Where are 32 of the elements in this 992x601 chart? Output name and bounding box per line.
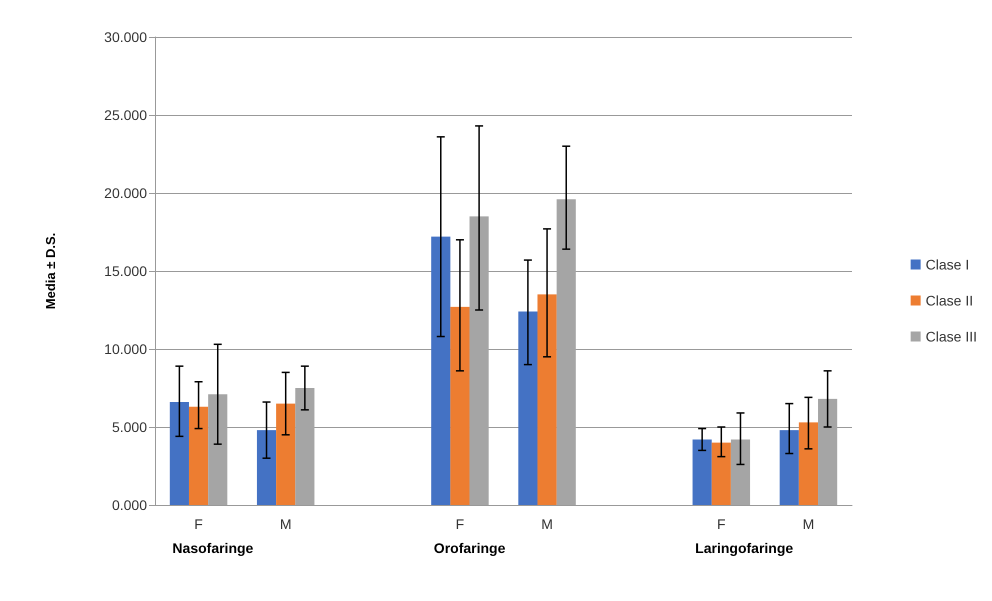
x-tick-label: M (280, 516, 292, 532)
y-tick-label: 15.000 (104, 263, 148, 279)
bar (276, 404, 296, 505)
y-tick-label: 0.000 (112, 497, 148, 513)
y-tick-label: 20.000 (104, 185, 148, 201)
bar (256, 430, 276, 505)
bar (518, 312, 538, 505)
bar (188, 406, 208, 505)
bar (798, 422, 818, 505)
bar (712, 442, 731, 505)
text: Nasofaringe (172, 540, 254, 556)
x-tick-label: M (802, 516, 814, 532)
x-tick-label: F (717, 516, 726, 532)
x-tick-label: M (541, 516, 553, 532)
bar (450, 306, 470, 505)
bar (537, 294, 557, 505)
text: Laringofaringe (695, 540, 794, 556)
bar (170, 402, 189, 505)
x-tick-label: F (194, 516, 203, 532)
bar (780, 430, 799, 505)
bar (692, 439, 712, 505)
y-axis-title: Media ± D.S. (43, 232, 58, 310)
x-tick-label: F (456, 516, 464, 532)
y-tick-label: 5.000 (112, 419, 148, 435)
text: Orofaringe (434, 540, 506, 556)
legend-label: Clase II (926, 292, 974, 308)
legend-label: Clase I (926, 256, 970, 272)
y-tick-label: 10.000 (104, 341, 148, 357)
legend-label: Clase III (926, 328, 978, 344)
y-tick-label: 25.000 (104, 107, 148, 123)
y-tick-label: 30.000 (104, 29, 148, 45)
bar (431, 236, 450, 505)
